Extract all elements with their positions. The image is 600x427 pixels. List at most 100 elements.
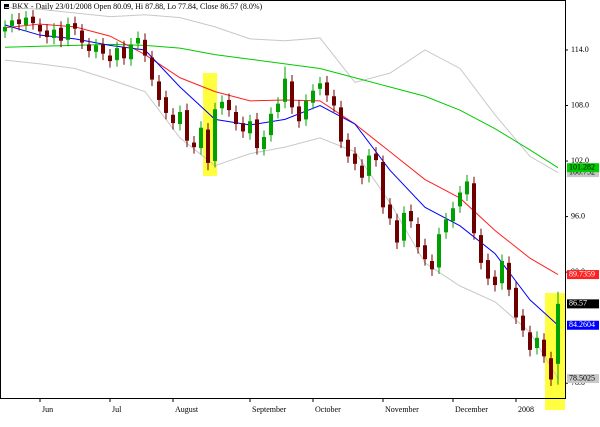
candle-body bbox=[444, 219, 448, 233]
candle-body bbox=[199, 127, 203, 149]
indicator-line bbox=[4, 24, 559, 326]
candle-body bbox=[3, 26, 7, 32]
candle-body bbox=[157, 81, 161, 100]
candle-body bbox=[129, 44, 133, 60]
candle-body bbox=[423, 245, 427, 260]
candle-body bbox=[339, 107, 343, 142]
candle-body bbox=[164, 97, 168, 113]
x-tick-label: Jul bbox=[112, 405, 122, 414]
candle-body bbox=[136, 37, 140, 44]
x-tick-label: November bbox=[385, 405, 419, 414]
candle-body bbox=[115, 48, 119, 61]
x-tick-label: September bbox=[252, 405, 287, 414]
candle-body bbox=[556, 303, 560, 364]
candle-body bbox=[220, 101, 224, 109]
candle-body bbox=[465, 181, 469, 195]
candle-body bbox=[206, 129, 210, 163]
candle-body bbox=[451, 208, 455, 222]
highlight bbox=[545, 293, 565, 410]
value-label: 101.282 bbox=[569, 163, 595, 172]
candle-body bbox=[395, 220, 399, 243]
candle-body bbox=[17, 19, 21, 25]
y-tick-label: 114.0 bbox=[571, 45, 589, 54]
candle-body bbox=[325, 82, 329, 96]
value-label: 86.57 bbox=[569, 299, 587, 308]
candle-body bbox=[178, 111, 182, 125]
candle-body bbox=[227, 99, 231, 111]
y-tick-label: 102.0 bbox=[571, 156, 589, 165]
title-icon bbox=[4, 4, 9, 9]
value-box bbox=[567, 270, 599, 280]
candle-body bbox=[59, 27, 63, 41]
value-label: 84.2604 bbox=[569, 320, 595, 329]
candle-body bbox=[94, 45, 98, 52]
candle-body bbox=[535, 337, 539, 349]
candle-body bbox=[353, 153, 357, 164]
value-box bbox=[567, 168, 599, 178]
candle-body bbox=[486, 260, 490, 279]
candle-body bbox=[52, 29, 56, 38]
candle-body bbox=[388, 204, 392, 219]
x-tick-label: August bbox=[175, 405, 199, 414]
indicator-line bbox=[4, 6, 559, 174]
value-label: 78.5025 bbox=[569, 373, 595, 382]
candle-body bbox=[192, 142, 196, 148]
candle-body bbox=[346, 139, 350, 157]
candle-body bbox=[416, 223, 420, 248]
candle-body bbox=[318, 83, 322, 89]
candle-body bbox=[402, 212, 406, 241]
candle-body bbox=[549, 358, 553, 380]
candle-body bbox=[542, 339, 546, 357]
candle-body bbox=[150, 57, 154, 80]
candle-body bbox=[409, 211, 413, 222]
candle-body bbox=[255, 119, 259, 149]
candle-body bbox=[80, 30, 84, 43]
indicator-line bbox=[4, 59, 559, 379]
candle-body bbox=[101, 44, 105, 54]
x-tick-label: Jun bbox=[42, 405, 53, 414]
x-tick-label: 2008 bbox=[518, 405, 534, 414]
candle-body bbox=[479, 235, 483, 263]
value-box bbox=[567, 299, 599, 309]
candle-body bbox=[528, 332, 532, 350]
candle-body bbox=[381, 161, 385, 208]
candle-body bbox=[360, 165, 364, 178]
candle-body bbox=[45, 30, 49, 38]
candle-body bbox=[507, 262, 511, 290]
candle-body bbox=[269, 113, 273, 136]
candle-body bbox=[87, 44, 91, 51]
value-box bbox=[567, 374, 599, 384]
chart-title: BKX - Daily 23/01/2008 Open 80.09, Hi 87… bbox=[12, 2, 263, 11]
y-tick-label: 108.0 bbox=[571, 100, 589, 109]
candle-body bbox=[493, 276, 497, 286]
candle-body bbox=[430, 261, 434, 270]
candle-body bbox=[367, 155, 371, 176]
value-box bbox=[567, 320, 599, 330]
plot-frame bbox=[0, 0, 566, 399]
candle-body bbox=[304, 100, 308, 120]
x-tick-label: October bbox=[315, 405, 341, 414]
candle-body bbox=[472, 183, 476, 234]
candle-body bbox=[171, 114, 175, 124]
candle-body bbox=[290, 81, 294, 108]
candle-body bbox=[185, 110, 189, 141]
candle-body bbox=[521, 315, 525, 331]
candle-body bbox=[500, 261, 504, 284]
candle-body bbox=[276, 103, 280, 112]
candle-body bbox=[283, 78, 287, 102]
value-box bbox=[567, 163, 599, 173]
y-tick-label: 96.0 bbox=[571, 211, 585, 220]
candle-body bbox=[73, 23, 77, 29]
candle-body bbox=[66, 24, 70, 40]
value-label: 89.7359 bbox=[569, 269, 595, 278]
candle-body bbox=[248, 121, 252, 134]
candle-body bbox=[143, 39, 147, 56]
indicator-line bbox=[4, 43, 559, 169]
candle-body bbox=[38, 24, 42, 32]
x-tick-label: December bbox=[455, 405, 488, 414]
candle-body bbox=[241, 123, 245, 132]
candle-body bbox=[234, 111, 238, 125]
candle-body bbox=[374, 153, 378, 161]
candle-body bbox=[297, 106, 301, 122]
candle-body bbox=[10, 20, 14, 26]
